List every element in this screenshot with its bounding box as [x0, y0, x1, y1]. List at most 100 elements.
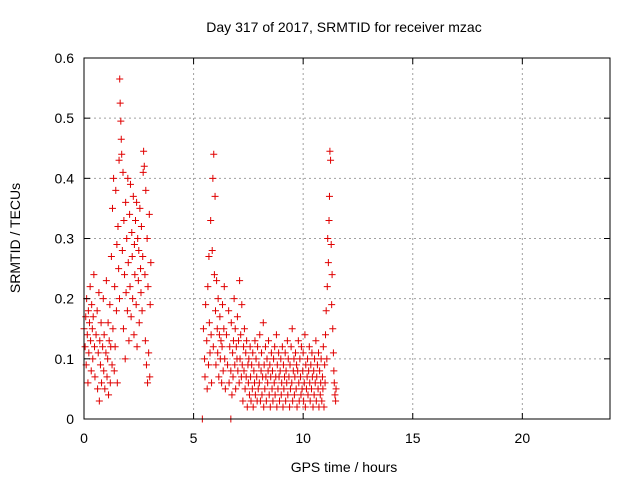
data-point-marker [210, 271, 218, 279]
data-point-marker [225, 307, 233, 315]
data-point-marker [110, 174, 118, 182]
data-point-marker [307, 385, 315, 393]
data-point-marker [297, 391, 305, 399]
data-point-marker [220, 325, 228, 333]
data-point-marker [127, 313, 135, 321]
data-point-marker [83, 331, 91, 339]
data-point-marker [110, 367, 118, 375]
data-point-marker [142, 361, 150, 369]
data-point-marker [93, 307, 101, 315]
data-point-marker [246, 343, 254, 351]
data-point-marker [220, 283, 228, 291]
data-point-marker [261, 385, 269, 393]
data-point-marker [139, 253, 147, 261]
data-point-marker [113, 241, 121, 249]
data-point-marker [251, 391, 259, 399]
data-point-marker [87, 367, 95, 375]
data-point-marker [106, 301, 114, 309]
data-point-marker [211, 192, 219, 200]
data-point-marker [137, 265, 145, 273]
data-point-marker [251, 337, 259, 345]
data-point-marker [293, 361, 301, 369]
data-point-marker [129, 192, 137, 200]
data-point-marker [221, 385, 229, 393]
data-point-marker [273, 403, 281, 411]
data-point-marker [142, 186, 150, 194]
data-point-marker [134, 235, 142, 242]
data-point-marker [89, 355, 97, 363]
data-point-marker [212, 361, 220, 369]
data-point-marker [311, 355, 319, 363]
data-point-marker [297, 343, 305, 351]
data-point-marker [256, 331, 264, 339]
data-point-marker [111, 343, 119, 351]
data-point-marker [232, 385, 240, 393]
data-point-marker [99, 343, 107, 351]
data-point-marker [133, 343, 141, 351]
data-point-marker [289, 397, 297, 405]
data-point-marker [268, 367, 276, 375]
data-point-marker [143, 235, 151, 242]
data-point-marker [234, 367, 242, 375]
data-point-marker [108, 361, 116, 369]
data-point-marker [281, 349, 289, 357]
data-point-marker [221, 355, 229, 363]
data-point-marker [202, 301, 210, 309]
data-point-marker [228, 391, 236, 399]
data-point-marker [224, 361, 232, 369]
data-point-marker [282, 367, 290, 375]
y-tick-label: 0.6 [55, 50, 75, 66]
data-point-marker [290, 355, 298, 363]
data-point-marker [259, 319, 267, 327]
x-axis-label: GPS time / hours [291, 459, 398, 475]
data-point-marker [269, 397, 277, 405]
data-point-marker [245, 355, 253, 363]
data-point-marker [104, 319, 112, 327]
data-point-marker [95, 289, 103, 297]
data-point-marker [104, 355, 112, 363]
data-point-marker [327, 241, 335, 249]
data-point-marker [91, 343, 99, 351]
data-point-marker [322, 331, 330, 339]
data-point-marker [265, 391, 273, 399]
x-tick-label: 5 [190, 430, 198, 446]
y-tick-label: 0.4 [55, 170, 75, 186]
data-point-marker [329, 349, 337, 357]
data-point-marker [330, 367, 338, 375]
data-point-marker [218, 379, 226, 387]
data-point-marker [205, 253, 213, 261]
data-point-marker [321, 361, 329, 369]
data-point-marker [84, 379, 92, 387]
data-point-marker [126, 180, 134, 188]
data-point-marker [210, 150, 218, 158]
x-tick-label: 20 [515, 430, 531, 446]
data-point-marker [100, 367, 108, 375]
data-point-marker [90, 271, 98, 279]
data-point-marker [117, 117, 125, 125]
data-point-marker [201, 355, 209, 363]
data-point-marker [139, 168, 147, 176]
data-point-marker [207, 216, 215, 224]
data-point-marker [122, 289, 130, 297]
data-point-marker [232, 343, 240, 351]
data-point-marker [123, 307, 131, 315]
data-point-marker [243, 403, 251, 411]
data-point-marker [215, 373, 223, 381]
data-point-marker [203, 337, 211, 345]
data-point-marker [328, 271, 336, 279]
data-point-marker [128, 253, 136, 261]
data-point-marker [299, 367, 307, 375]
plot-frame [83, 57, 611, 420]
data-point-marker [325, 216, 333, 224]
y-tick-label: 0.5 [55, 110, 75, 126]
data-point-marker [262, 397, 270, 405]
data-point-marker [91, 373, 99, 381]
data-point-marker [319, 343, 327, 351]
data-point-marker [131, 271, 139, 279]
data-point-marker [204, 283, 212, 291]
data-point-marker [257, 367, 265, 375]
data-point-marker [252, 355, 260, 363]
data-point-marker [278, 343, 286, 351]
data-point-marker [101, 385, 109, 393]
data-point-marker [268, 385, 276, 393]
